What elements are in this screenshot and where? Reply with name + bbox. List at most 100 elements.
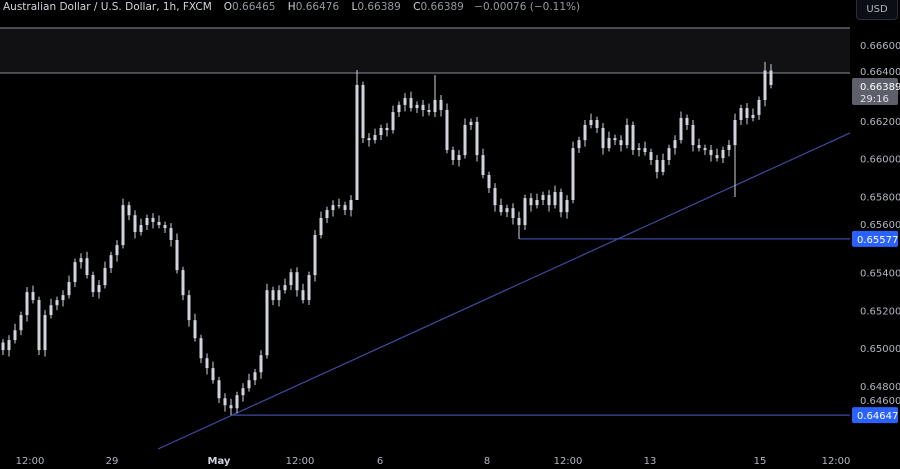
candle-body xyxy=(547,195,551,206)
candle-body xyxy=(763,70,767,100)
candle-body xyxy=(241,388,245,396)
candle-body xyxy=(397,104,401,113)
candle-body xyxy=(475,121,479,156)
candle-body xyxy=(67,282,71,296)
candle-body xyxy=(61,295,65,301)
candle-body xyxy=(13,330,17,341)
candle-body xyxy=(499,205,503,213)
candle-body xyxy=(31,292,35,301)
candle-body xyxy=(151,218,155,222)
y-tick-label: 0.66000 xyxy=(860,155,900,166)
candle-body xyxy=(487,174,491,189)
candle-body xyxy=(379,128,383,136)
x-tick-label: 6 xyxy=(377,456,383,467)
candle-body xyxy=(685,117,689,125)
candle-body xyxy=(445,109,449,150)
candle-body xyxy=(259,355,263,373)
close-value: 0.66389 xyxy=(420,1,464,13)
y-tick-label: 0.66400 xyxy=(860,67,900,78)
y-tick-label: 0.65800 xyxy=(860,193,900,204)
high-value: 0.66476 xyxy=(295,1,340,13)
low-label: L xyxy=(351,1,358,13)
price-label: 0.65577 xyxy=(857,235,898,246)
candle-body xyxy=(679,117,683,141)
candle-body xyxy=(103,268,107,286)
low-value: 0.66389 xyxy=(357,1,401,13)
high-label: H xyxy=(287,1,296,13)
price-label-box xyxy=(852,407,898,424)
candle-body xyxy=(25,292,29,316)
candle-body xyxy=(709,149,713,156)
close-label: C xyxy=(413,1,421,13)
candle-body xyxy=(193,320,197,339)
candle-body xyxy=(739,108,743,121)
price-label: 0.64647 xyxy=(857,411,898,422)
candle-body xyxy=(769,70,773,85)
candle-body xyxy=(175,239,179,271)
symbol-title[interactable]: Australian Dollar / U.S. Dollar, 1h, FXC… xyxy=(3,1,212,13)
candle-body xyxy=(715,155,719,159)
open-value: 0.66465 xyxy=(232,1,276,13)
candle-body xyxy=(139,225,143,233)
candle-body xyxy=(601,128,605,149)
candle-body xyxy=(325,210,329,219)
candle-body xyxy=(649,152,653,161)
candle-body xyxy=(691,124,695,146)
x-tick-label: 15 xyxy=(754,456,767,467)
candle-body xyxy=(127,205,131,216)
candle-body xyxy=(37,300,41,351)
candle-body xyxy=(565,200,569,213)
candle-body xyxy=(403,98,407,105)
candle-body xyxy=(421,104,425,110)
candle-body xyxy=(217,380,221,399)
candle-body xyxy=(523,198,527,226)
y-tick-label: 0.64600 xyxy=(860,396,900,407)
candle-body xyxy=(211,368,215,381)
candle-body xyxy=(367,138,371,141)
price-label-box xyxy=(852,230,898,247)
change-value: −0.00076 (−0.11%) xyxy=(474,1,581,13)
candle-body xyxy=(457,155,461,161)
candle-body xyxy=(295,272,299,291)
candle-body xyxy=(55,300,59,306)
candle-body xyxy=(121,205,125,246)
candle-body xyxy=(589,120,593,125)
trendline xyxy=(157,132,851,450)
candle-body xyxy=(91,275,95,293)
candle-body xyxy=(283,285,287,291)
candle-body xyxy=(301,290,305,301)
x-tick-label: 13 xyxy=(644,456,657,467)
candle-body xyxy=(619,140,623,146)
candle-body xyxy=(79,258,83,263)
chart-legend: Australian Dollar / U.S. Dollar, 1h, FXC… xyxy=(3,1,587,13)
candle-body xyxy=(493,188,497,206)
candle-body xyxy=(541,195,545,201)
x-tick-label: 8 xyxy=(484,456,490,467)
x-tick-label: May xyxy=(208,456,231,467)
resistance-zone xyxy=(0,27,850,74)
currency-button[interactable]: USD xyxy=(856,0,898,20)
candle-body xyxy=(331,205,335,211)
candle-body xyxy=(1,342,5,351)
y-tick-label: 0.65200 xyxy=(860,306,900,317)
candle-body xyxy=(205,358,209,369)
candle-body xyxy=(49,305,53,316)
candle-body xyxy=(337,205,341,207)
candle-body xyxy=(187,295,191,321)
candle-body xyxy=(163,225,167,229)
candle-body xyxy=(757,99,761,115)
candle-body xyxy=(361,84,365,139)
candle-body xyxy=(289,272,293,286)
open-label: O xyxy=(223,1,233,13)
candle-body xyxy=(571,148,575,201)
candle-body xyxy=(727,145,731,150)
x-tick-label: 29 xyxy=(106,456,119,467)
candle-body xyxy=(607,138,611,149)
candle-body xyxy=(415,104,419,109)
candle-body xyxy=(625,124,629,146)
candle-body xyxy=(373,135,377,141)
candle-body xyxy=(655,160,659,172)
candle-body xyxy=(631,124,635,150)
x-tick-label: 12:00 xyxy=(822,456,851,467)
